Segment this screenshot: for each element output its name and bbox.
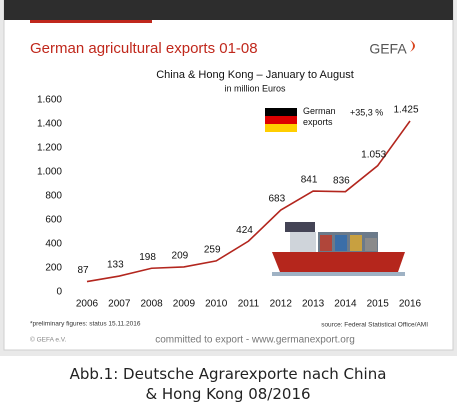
y-tick-label: 200	[45, 263, 62, 274]
x-tick-label: 2014	[334, 299, 357, 310]
unit-label: in million Euros	[224, 83, 286, 93]
x-tick-label: 2016	[399, 299, 422, 310]
data-label: 198	[139, 252, 156, 263]
data-label: 841	[301, 175, 318, 186]
slogan: committed to export - www.germanexport.o…	[155, 335, 355, 346]
y-tick-label: 600	[45, 215, 62, 226]
data-label: 424	[236, 225, 253, 236]
data-label: 683	[268, 194, 285, 205]
legend-flag	[265, 108, 297, 132]
y-tick-label: 400	[45, 239, 62, 250]
legend-label: German exports	[303, 106, 336, 127]
data-label: 209	[172, 251, 189, 262]
accent-bar	[30, 20, 152, 23]
x-tick-label: 2012	[270, 299, 293, 310]
data-label: 1.053	[361, 149, 386, 160]
data-label: 836	[333, 175, 350, 186]
footnote: *preliminary figures: status 15.11.2016	[30, 321, 141, 328]
y-tick-label: 0	[56, 287, 62, 298]
y-tick-label: 800	[45, 191, 62, 202]
y-tick-label: 1.600	[37, 95, 62, 106]
ship	[272, 222, 405, 276]
data-line	[86, 120, 411, 283]
subtitle: China & Hong Kong – January to August	[156, 69, 354, 81]
x-tick-label: 2015	[367, 299, 390, 310]
slide	[3, 0, 454, 351]
chart-title: German agricultural exports 01-08	[30, 40, 258, 57]
data-label: 259	[204, 245, 221, 256]
x-tick-label: 2007	[108, 299, 131, 310]
chart: German agricultural exports 01-08 GEFA C…	[0, 0, 457, 356]
x-tick-label: 2010	[205, 299, 228, 310]
x-tick-label: 2008	[140, 299, 163, 310]
data-label: 87	[77, 265, 89, 276]
copyright: © GEFA e.V.	[30, 336, 67, 344]
source: source: Federal Statistical Office/AMI	[321, 322, 428, 329]
y-tick-label: 1.400	[37, 119, 62, 130]
annotation: +35,3 %	[350, 107, 383, 117]
x-tick-label: 2011	[238, 299, 260, 310]
logo-icon	[410, 40, 415, 52]
x-tick-label: 2006	[76, 299, 99, 310]
x-tick-label: 2009	[173, 299, 196, 310]
data-label: 1.425	[393, 105, 418, 116]
data-label: 133	[107, 260, 124, 271]
caption: Abb.1: Deutsche Agrarexporte nach China …	[69, 365, 387, 403]
x-tick-label: 2013	[302, 299, 325, 310]
y-tick-label: 1.200	[37, 143, 62, 154]
logo: GEFA	[369, 41, 407, 57]
y-tick-label: 1.000	[37, 167, 62, 178]
top-bar	[4, 0, 453, 20]
